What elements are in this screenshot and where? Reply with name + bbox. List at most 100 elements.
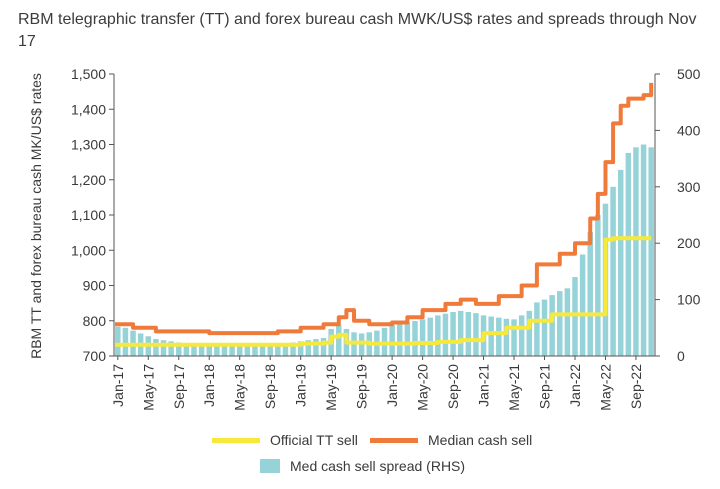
left-tick-label: 1,200 (71, 172, 106, 188)
spread-bar (191, 344, 197, 356)
spread-bar (557, 291, 563, 356)
x-tick-label: May-21 (506, 364, 522, 411)
spread-bar (465, 312, 472, 356)
spread-bar (579, 254, 586, 356)
spread-bar (160, 340, 167, 356)
legend-official-tt: Official TT sell (212, 432, 358, 448)
x-tick-label: Jan-18 (201, 364, 217, 407)
left-tick-label: 1,500 (71, 66, 106, 82)
x-tick-label: Sep-19 (354, 364, 370, 409)
spread-bar (488, 316, 494, 356)
x-tick-label: Jan-20 (384, 364, 400, 407)
spread-bar (450, 312, 456, 356)
spread-bar (198, 344, 205, 356)
spread-bar (320, 337, 327, 356)
spread-bar (541, 299, 548, 356)
x-tick-label: Sep-20 (445, 364, 461, 409)
spread-bar (457, 310, 464, 356)
spread-bar (412, 321, 418, 356)
x-tick-label: Sep-22 (628, 364, 644, 409)
left-tick-label: 1,400 (71, 101, 106, 117)
spread-bar (610, 186, 616, 356)
spread-bar (336, 324, 342, 356)
x-tick-label: May-20 (415, 364, 431, 411)
spread-bar (572, 277, 578, 356)
spread-bar (404, 322, 411, 356)
spread-bar (122, 327, 129, 356)
spread-bar (511, 319, 517, 356)
spread-bar (297, 341, 304, 356)
right-tick-label: 300 (677, 179, 701, 195)
x-tick-label: May-18 (232, 364, 248, 411)
spread-bar (244, 345, 251, 356)
spread-bar (442, 313, 449, 356)
spread-bar (115, 326, 121, 356)
x-tick-label: Jan-19 (293, 364, 309, 407)
spread-bar (206, 344, 212, 356)
spread-bar (267, 345, 273, 356)
rate-lines (115, 82, 654, 347)
spread-bar (313, 339, 319, 356)
spread-bar (473, 313, 479, 356)
left-tick-label: 1,300 (71, 137, 106, 153)
legend-spread: Med cash sell spread (RHS) (260, 458, 465, 474)
spread-bar (648, 147, 654, 356)
chart-title: RBM telegraphic transfer (TT) and forex … (18, 11, 697, 50)
x-tick-label: Jan-21 (476, 364, 492, 407)
spread-bar (526, 310, 533, 356)
x-tick-label: Jan-17 (110, 364, 126, 407)
right-tick-label: 500 (677, 66, 701, 82)
x-tick-label: May-22 (597, 364, 613, 411)
left-tick-label: 700 (83, 348, 107, 364)
spread-bar (435, 315, 441, 356)
spread-bar (503, 318, 510, 356)
spread-bar (587, 231, 593, 356)
spread-bar (564, 288, 571, 356)
spread-bar (176, 342, 182, 356)
spread-bar (534, 302, 540, 356)
axes: 700 800 900 1,000 1,100 1,200 1,300 1,400 1,500 0… (71, 66, 701, 411)
median-cash-line (115, 82, 654, 336)
spread-bar (275, 344, 281, 356)
legend-yellow-swatch (212, 437, 260, 443)
right-tick-label: 0 (677, 348, 685, 364)
legend-median-cash-label: Median cash sell (428, 432, 533, 448)
x-tick-label: Jan-22 (567, 364, 583, 407)
spread-bar (358, 333, 365, 356)
spread-bar (214, 344, 220, 356)
spread-bar (396, 323, 403, 356)
spread-bar (640, 144, 647, 356)
left-tick-label: 1,100 (71, 207, 106, 223)
x-tick-label: May-19 (323, 364, 339, 411)
right-tick-label: 100 (677, 292, 701, 308)
spread-bar (183, 343, 190, 356)
spread-bar (549, 295, 555, 356)
spread-bar (625, 152, 632, 356)
x-tick-label: Sep-17 (171, 364, 187, 409)
spread-bar (389, 324, 395, 356)
x-tick-label: Sep-21 (537, 364, 553, 409)
left-axis-label: RBM TT and forex bureau cash MK/US$ rate… (28, 73, 44, 359)
spread-bar (419, 319, 426, 356)
spread-bar (236, 345, 243, 356)
spread-bar (259, 345, 266, 356)
left-tick-label: 1,000 (71, 242, 106, 258)
legend-spread-label: Med cash sell spread (RHS) (290, 458, 466, 474)
legend-teal-swatch (260, 459, 280, 473)
spread-bar (595, 215, 601, 356)
left-tick-label: 800 (83, 313, 107, 329)
legend-orange-swatch (370, 437, 418, 443)
spread-bar (617, 169, 624, 356)
spread-bar (229, 345, 235, 356)
official-tt-line (115, 236, 652, 347)
x-tick-label: Sep-18 (262, 364, 278, 409)
spread-bar (221, 345, 228, 356)
spread-bar (633, 147, 639, 356)
spread-bar (518, 315, 525, 356)
legend-official-tt-label: Official TT sell (270, 432, 358, 448)
right-tick-label: 400 (677, 122, 701, 138)
spread-bar (496, 317, 502, 356)
legend-median-cash: Median cash sell (370, 432, 532, 448)
spread-bar (427, 317, 433, 356)
